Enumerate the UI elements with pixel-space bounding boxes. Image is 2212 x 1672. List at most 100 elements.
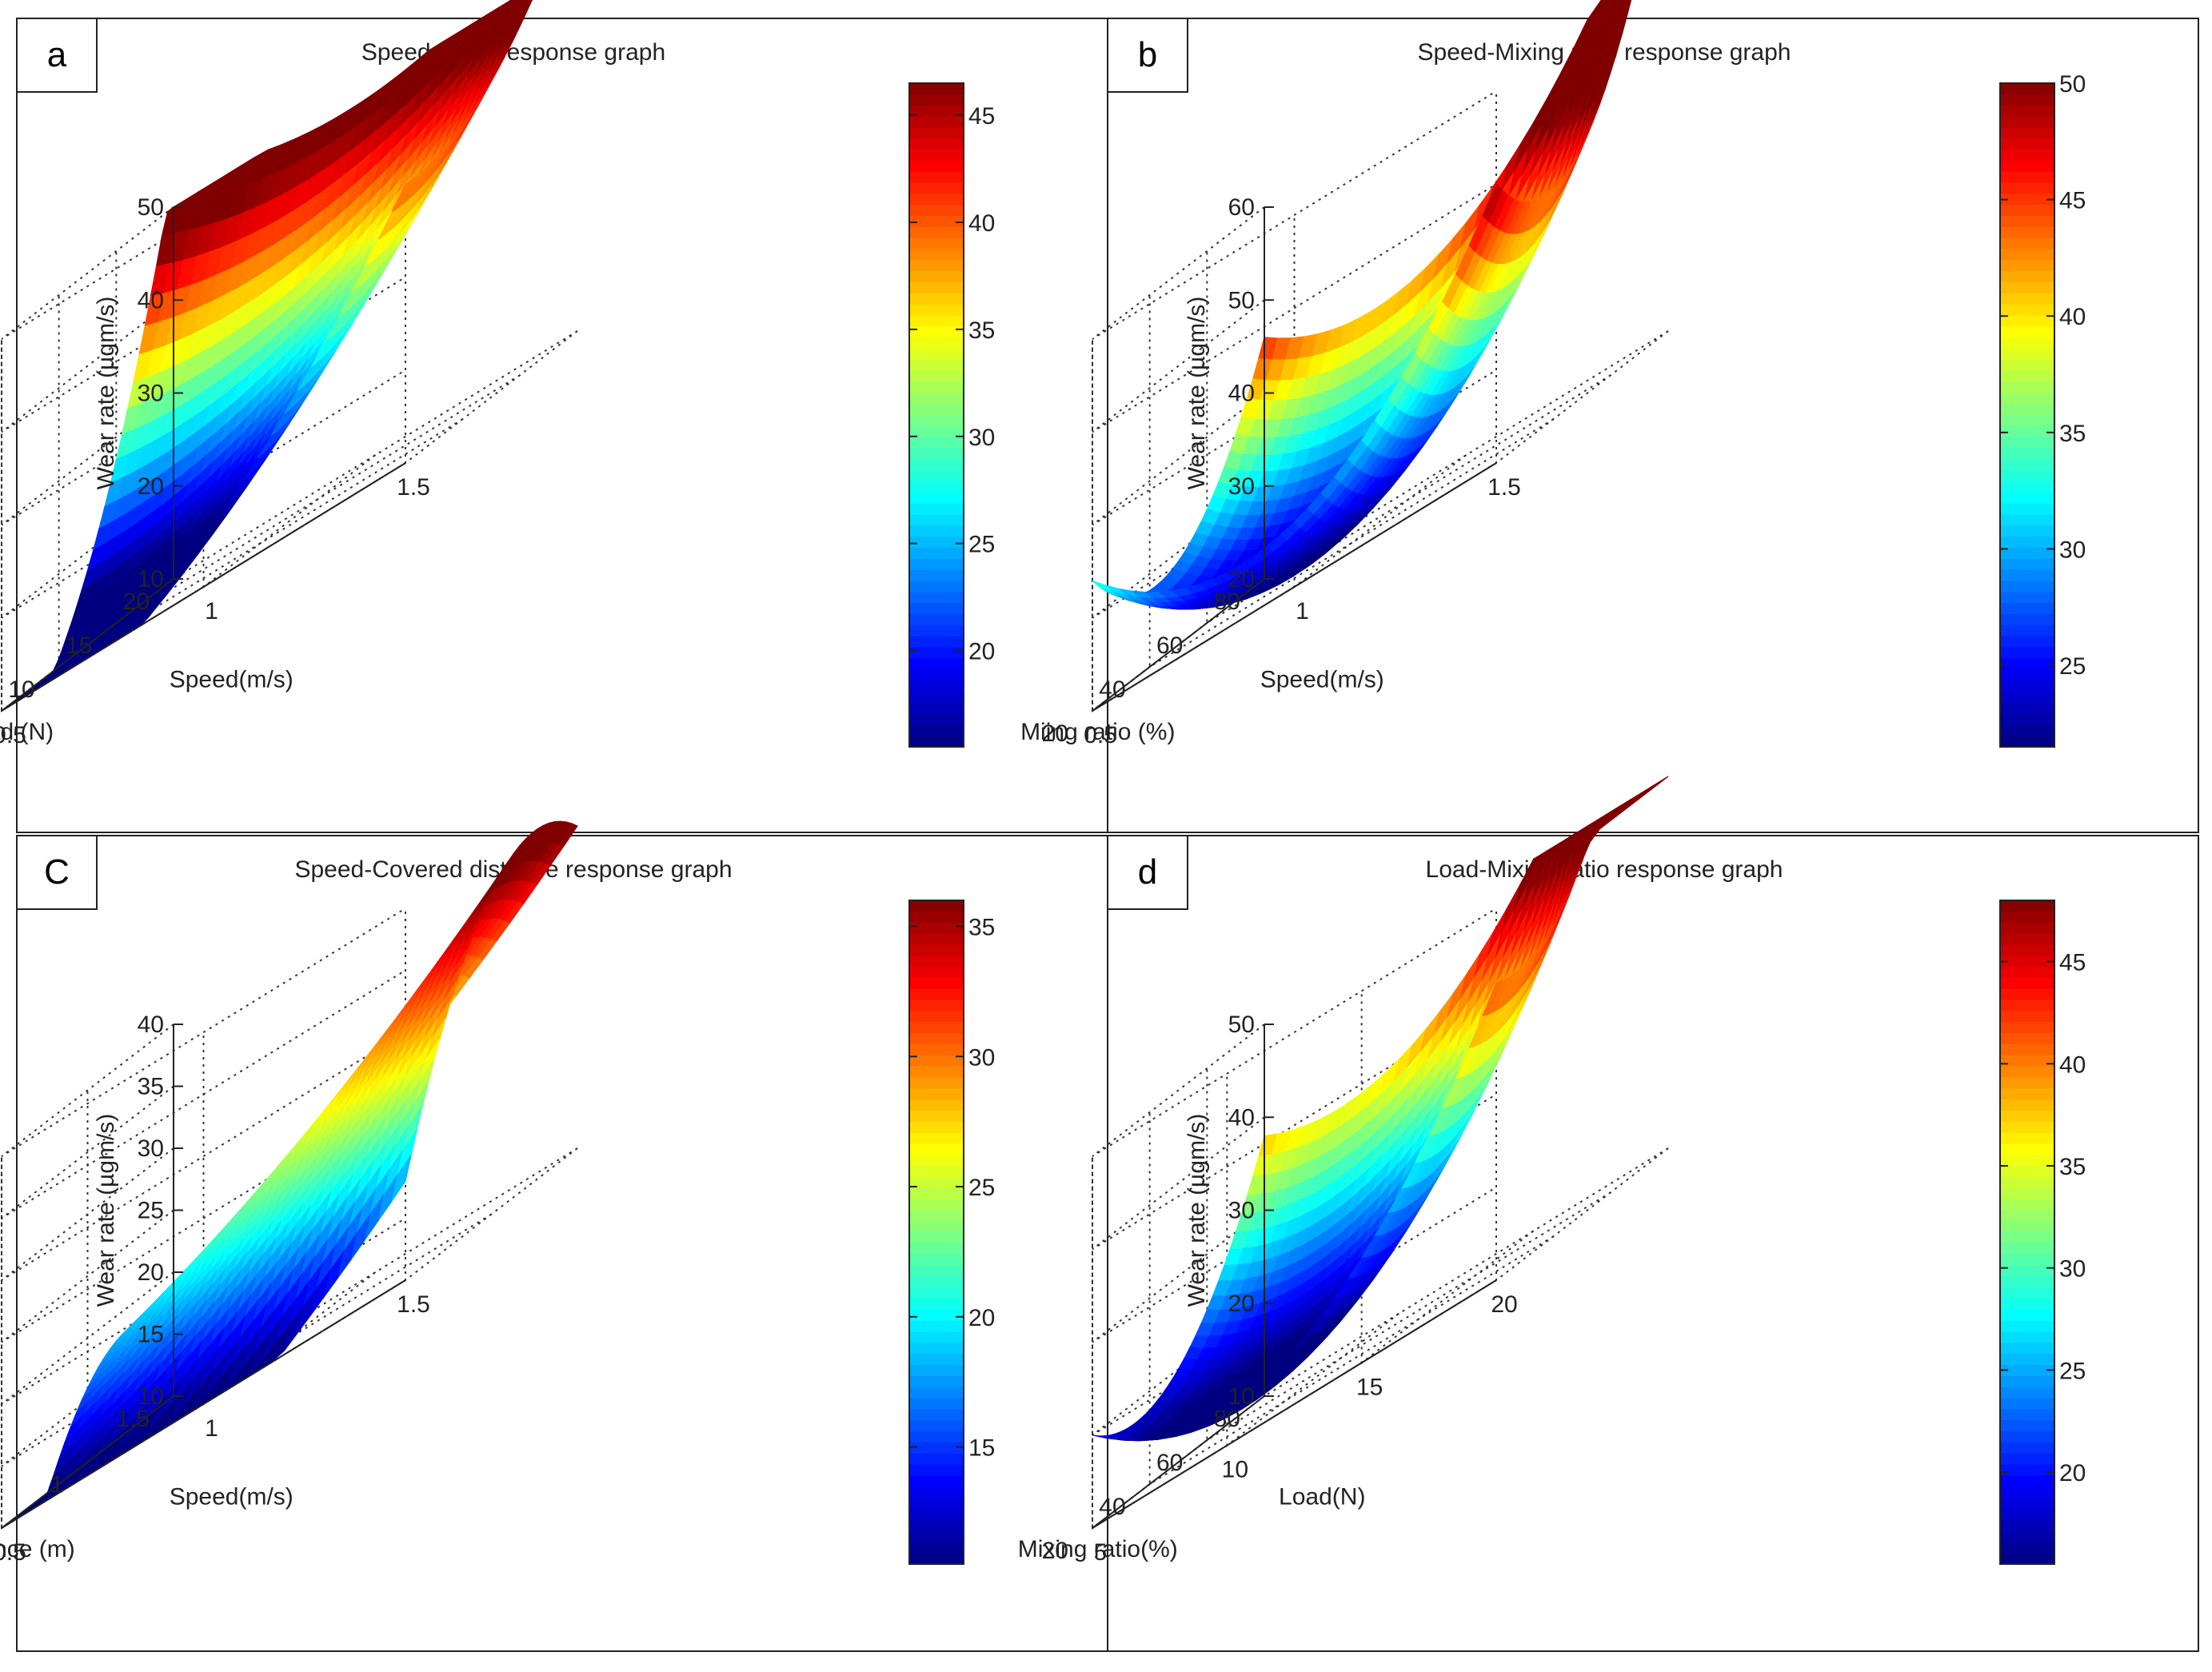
colorbar-segment [2000,171,2054,184]
colorbar-segment [2000,282,2054,294]
colorbar-segment [2000,736,2054,748]
y-tick-label: 20 [123,589,150,615]
colorbar-segment [2000,249,2054,261]
x-tick-label: 1.5 [397,1291,430,1318]
x-axis: 0.5 1 1.5 Speed(m/s) [0,1279,430,1566]
colorbar-tick-label: 35 [968,915,995,941]
colorbar-segment [909,691,964,704]
colorbar-segment [909,271,964,283]
colorbar-segment [2000,977,2054,990]
colorbar-segment [909,647,964,660]
colorbar-segment [909,537,964,549]
colorbar-segment [2000,1309,2054,1322]
colorbar-segment [2000,381,2054,394]
colorbar-segment [909,1187,964,1200]
colorbar-segment [2000,614,2054,626]
colorbar-segment [909,669,964,681]
y-tick-label: 20 [1042,1538,1068,1564]
colorbar-segment [909,359,964,372]
colorbar-segment [909,304,964,317]
colorbar-segment [2000,1254,2054,1267]
colorbar-segment [2000,1442,2054,1455]
colorbar-segment [2000,94,2054,106]
colorbar-segment [2000,150,2054,162]
colorbar-segment [2000,1398,2054,1411]
surface [1,820,578,1529]
colorbar-segment [909,1066,964,1079]
colorbar-segment [2000,636,2054,648]
colorbar-segment [909,83,964,95]
z-axis-label: Wear rate (µgm/s) [1184,297,1210,490]
colorbar-segment [2000,1000,2054,1012]
colorbar-segment [909,1431,964,1443]
colorbar-tick-label: 25 [2059,1358,2086,1384]
colorbar-segment [2000,492,2054,505]
colorbar-tick-label: 30 [2059,537,2086,563]
colorbar-segment [909,404,964,416]
colorbar-segment [909,326,964,339]
x-tick-label: 1 [205,1415,218,1442]
z-tick-label: 30 [138,1135,164,1162]
colorbar-segment [2000,1066,2054,1079]
colorbar-segment [909,702,964,715]
y-axis-label: Distance (m) [0,1536,75,1562]
y-axis: 2015105Load (N) [0,578,174,745]
grid-line [1092,183,1497,433]
colorbar-segment [909,603,964,615]
colorbar-segment [909,205,964,217]
y-axis: 1.510.5Distance (m) [0,1395,174,1562]
z-axis: 10 20 30 40 50 Wear rate (µgm/s) [93,194,183,593]
colorbar-tick-label: 25 [968,1175,995,1201]
grid-line [1092,90,1497,340]
colorbar-segment [2000,271,2054,283]
colorbar-segment [2000,1453,2054,1466]
y-axis-line [1,1395,174,1529]
colorbar-segment [2000,625,2054,637]
colorbar-segment [909,1508,964,1521]
z-tick-label: 40 [138,1012,164,1038]
surface [1092,0,1632,610]
colorbar-segment [909,1420,964,1432]
colorbar-segment [2000,1055,2054,1067]
colorbar-segment [909,1486,964,1498]
colorbar-segment [2000,1299,2054,1311]
colorbar-segment [909,1387,964,1399]
colorbar-segment [909,1022,964,1034]
colorbar-segment [2000,293,2054,305]
colorbar-segment [2000,1320,2054,1333]
colorbar-segment [909,944,964,957]
colorbar-segment [909,658,964,671]
colorbar-segment [909,933,964,946]
panel-label: d [1108,836,1188,910]
z-tick-label: 20 [1228,566,1255,593]
panel-d: d Load-Mixing ratio response graph 10 20 3… [1018,776,2199,1652]
colorbar-segment [2000,1022,2054,1034]
colorbar-tick-label: 45 [2059,188,2086,214]
z-axis: 10 20 30 40 50 Wear rate (µgm/s) [1184,1012,1274,1410]
colorbar-segment [2000,393,2054,405]
panel-a: a Speed-Load response graph 10 20 30 40 50 We… [0,0,1108,833]
colorbar-segment [2000,83,2054,95]
colorbar-segment [2000,1343,2054,1355]
colorbar-segment [909,1287,964,1299]
colorbar-segment [2000,658,2054,671]
colorbar-segment [2000,647,2054,660]
panel-label: b [1108,19,1188,93]
colorbar-segment [909,315,964,328]
colorbar: 45 40 35 30 25 20 [1999,900,2086,1565]
colorbar-segment [2000,105,2054,118]
colorbar-segment [909,724,964,737]
colorbar-segment [909,558,964,571]
x-axis-label: Speed(m/s) [170,667,293,693]
colorbar-segment [2000,514,2054,527]
grid-line [1092,339,1497,712]
y-tick-label: 60 [1156,632,1183,659]
colorbar-segment [2000,1365,2054,1377]
colorbar-segment [2000,724,2054,737]
y-axis-line [1,578,174,712]
colorbar-segment [909,1121,964,1134]
colorbar-segment [2000,592,2054,605]
colorbar-segment [909,1176,964,1189]
colorbar-segment [909,127,964,140]
